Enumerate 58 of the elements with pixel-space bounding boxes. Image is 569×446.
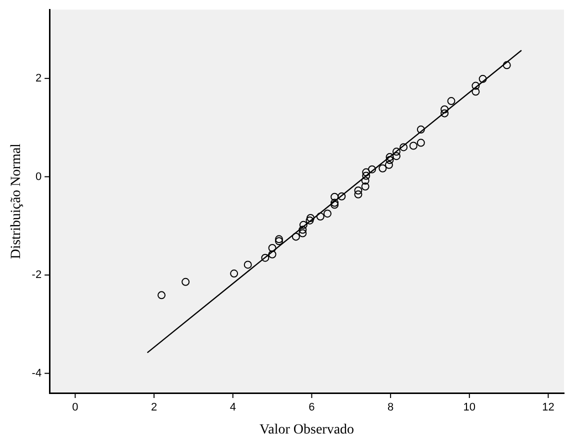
- point: [275, 237, 283, 246]
- point: [400, 143, 408, 152]
- point: [392, 152, 400, 160]
- point: [472, 82, 480, 90]
- point: [368, 165, 376, 174]
- point: [472, 88, 480, 96]
- x-axis-title: Valor Observado: [260, 422, 354, 438]
- x-tick-label: 6: [308, 402, 315, 414]
- point: [392, 148, 400, 156]
- point: [299, 220, 308, 229]
- point: [244, 260, 252, 269]
- y-tick-label: 0: [35, 170, 42, 183]
- x-tick-label: 10: [463, 402, 476, 414]
- point: [361, 176, 370, 185]
- point: [386, 156, 394, 164]
- point: [316, 212, 324, 221]
- y-tick-label: -2: [32, 269, 42, 282]
- point: [354, 190, 362, 198]
- point: [502, 61, 511, 70]
- point: [447, 97, 456, 106]
- x-tick-label: 12: [542, 402, 554, 414]
- point: [268, 244, 276, 252]
- point: [275, 235, 283, 244]
- point: [158, 291, 166, 300]
- point: [292, 232, 300, 241]
- point: [416, 126, 425, 134]
- point: [230, 270, 238, 278]
- point: [306, 214, 315, 222]
- point: [362, 172, 370, 180]
- point: [378, 164, 387, 172]
- x-tick-label: 4: [230, 402, 236, 414]
- point: [306, 216, 314, 224]
- point: [330, 198, 339, 207]
- y-tick-label: -4: [32, 367, 42, 380]
- point: [268, 250, 276, 258]
- point: [298, 226, 307, 234]
- point: [440, 105, 449, 114]
- point: [330, 192, 339, 201]
- point: [440, 109, 449, 118]
- point: [261, 254, 270, 262]
- point: [361, 182, 370, 191]
- point: [182, 278, 190, 286]
- point: [416, 138, 425, 147]
- y-tick-label: 2: [35, 72, 42, 84]
- x-tick-label: 2: [150, 402, 158, 414]
- point: [478, 74, 487, 83]
- point: [409, 142, 418, 150]
- point: [386, 153, 394, 162]
- point: [354, 186, 362, 194]
- x-tick-label: 8: [387, 402, 394, 414]
- y-axis-title: Distribuição Normal: [9, 143, 24, 260]
- point: [298, 229, 307, 238]
- point: [323, 210, 332, 218]
- point: [330, 200, 339, 209]
- point: [338, 192, 346, 200]
- x-tick-label: 0: [72, 402, 78, 414]
- point: [362, 168, 370, 176]
- point: [384, 160, 393, 169]
